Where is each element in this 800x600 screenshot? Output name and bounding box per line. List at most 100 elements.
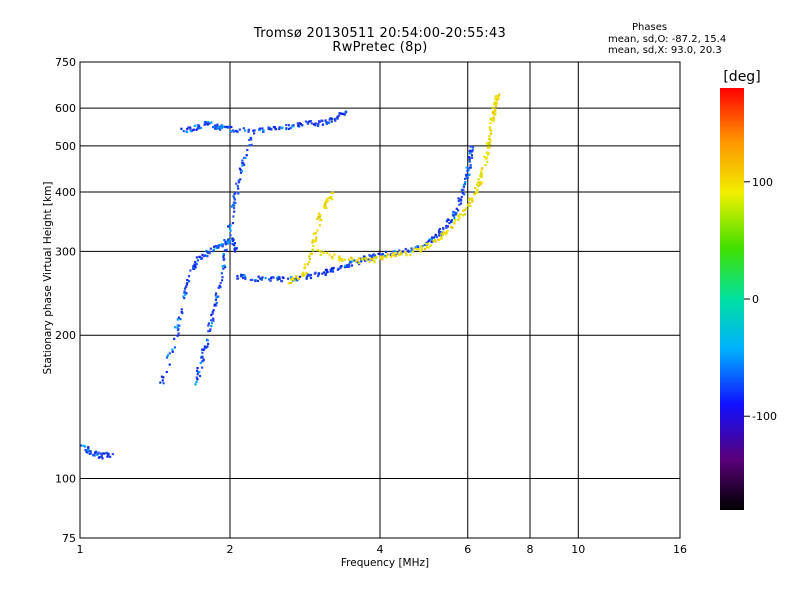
echo-point <box>234 192 237 195</box>
echo-point <box>461 192 464 195</box>
echo-point <box>232 195 235 198</box>
echo-point <box>238 167 242 170</box>
echo-point <box>229 234 232 237</box>
echo-point <box>380 253 383 256</box>
echo-point <box>405 254 408 257</box>
echo-point <box>444 231 447 234</box>
echo-point <box>455 207 458 210</box>
echo-point <box>485 142 488 145</box>
echo-point <box>317 274 320 278</box>
echo-point <box>100 455 103 458</box>
echo-point <box>201 360 204 363</box>
echo-point <box>270 128 273 131</box>
echo-point <box>223 249 226 252</box>
echo-point <box>325 122 328 125</box>
echo-point <box>367 258 370 261</box>
phase-stats-x: mean, sd,X: 93.0, 20.3 <box>608 45 722 56</box>
echo-point <box>183 287 187 290</box>
echo-point <box>217 295 220 298</box>
echo-point <box>109 455 112 458</box>
echo-point <box>346 264 349 267</box>
echo-point <box>301 272 304 275</box>
echo-point <box>249 278 252 282</box>
echo-point <box>314 240 317 243</box>
colorbar-tick-label: 0 <box>752 293 759 306</box>
echo-point <box>185 285 188 288</box>
echo-point <box>317 215 320 218</box>
echo-point <box>330 117 333 120</box>
x-axis-label: Frequency [MHz] <box>340 557 430 569</box>
echo-point <box>186 130 189 134</box>
echo-point <box>234 201 237 204</box>
echo-point <box>305 273 309 276</box>
echo-point <box>214 126 217 129</box>
echo-point <box>318 120 321 123</box>
echo-point <box>426 240 429 243</box>
echo-point <box>225 240 228 243</box>
echo-point <box>240 273 243 276</box>
echo-point <box>294 279 297 282</box>
echo-point <box>214 298 217 301</box>
echo-point <box>314 124 317 127</box>
echo-point <box>343 266 346 269</box>
echo-point <box>373 256 376 259</box>
echo-point <box>390 254 393 257</box>
echo-point <box>319 214 322 217</box>
echo-point <box>210 319 213 322</box>
echo-point <box>444 233 448 236</box>
echo-point <box>325 206 328 209</box>
echo-point <box>261 276 264 279</box>
echo-point <box>289 281 292 285</box>
echo-point <box>319 250 322 253</box>
echo-point <box>95 450 98 453</box>
echo-point <box>287 124 290 127</box>
echo-point <box>297 122 300 125</box>
echo-point <box>225 125 228 128</box>
echo-point <box>291 277 295 280</box>
echo-point <box>457 209 460 212</box>
echo-point <box>457 218 460 221</box>
echo-point <box>338 255 341 258</box>
echo-point <box>314 232 317 235</box>
echo-point <box>183 296 186 300</box>
echo-point <box>193 263 196 266</box>
echo-point <box>177 316 180 319</box>
echo-point <box>389 256 393 259</box>
y-tick-label: 400 <box>55 186 76 199</box>
echo-point <box>208 122 211 125</box>
echo-point <box>256 279 259 282</box>
echo-point <box>317 122 320 126</box>
echo-point <box>224 243 227 246</box>
echo-point <box>207 121 210 124</box>
x-tick-label: 1 <box>77 543 84 556</box>
echo-point <box>346 265 349 268</box>
echo-point <box>325 201 328 204</box>
echo-point <box>450 219 453 222</box>
echo-point <box>453 222 456 225</box>
echo-point <box>174 326 177 329</box>
echo-point <box>245 154 248 157</box>
echo-point <box>194 383 197 386</box>
echo-point <box>368 254 371 257</box>
echo-point <box>198 371 201 374</box>
echo-point <box>450 226 453 229</box>
echo-point <box>201 348 204 351</box>
echo-point <box>423 243 426 247</box>
echo-point <box>304 273 307 276</box>
echo-point <box>219 128 222 131</box>
x-tick-label: 10 <box>571 543 585 556</box>
echo-point <box>207 330 210 333</box>
echo-point <box>474 187 477 190</box>
echo-point <box>373 260 376 263</box>
echo-point <box>90 452 93 455</box>
echo-point <box>460 199 463 202</box>
echo-point <box>247 128 251 131</box>
echo-point <box>161 379 164 382</box>
echo-point <box>297 124 300 127</box>
echo-point <box>494 105 498 108</box>
echo-point <box>212 245 216 248</box>
echo-point <box>391 250 394 253</box>
echo-point <box>308 255 311 258</box>
echo-point <box>224 266 227 269</box>
echo-point <box>171 350 174 353</box>
